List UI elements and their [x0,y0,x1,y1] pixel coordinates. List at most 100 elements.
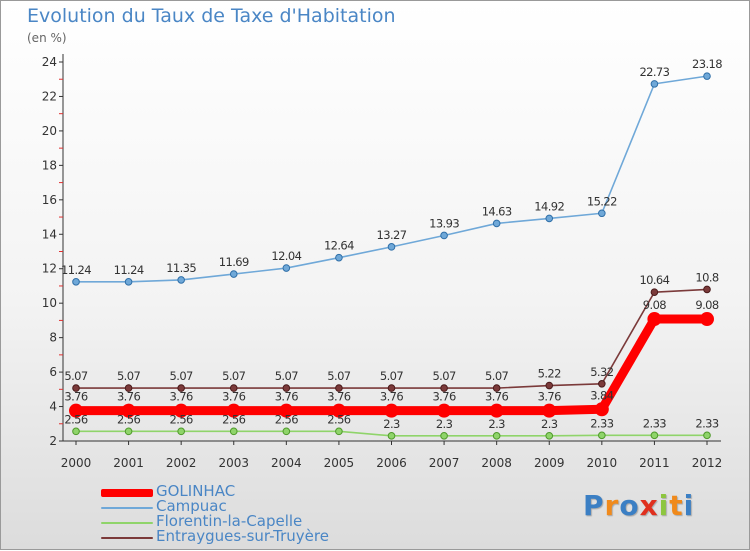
data-point-golinhac [647,312,662,327]
data-point-campuac [282,264,291,272]
data-point-campuac [124,278,133,286]
logo-letter: o [619,489,640,522]
data-label-campuac: 12.64 [324,239,354,253]
legend-swatch [101,521,153,524]
data-point-golinhac [279,403,294,418]
data-label-entraygues-sur-truyere: 10.64 [639,273,669,287]
data-point-campuac [598,209,606,218]
legend-item-florentin-la-capelle: Florentin-la-Capelle [101,514,441,530]
data-point-campuac [492,219,501,228]
data-label-entraygues-sur-truyere: 5.07 [327,369,350,383]
data-label-florentin-la-capelle: 2.56 [170,412,193,426]
data-point-florentin-la-capelle [282,427,291,436]
data-label-campuac: 23.18 [692,57,722,71]
y-tick-label: 24 [42,55,57,69]
data-label-entraygues-sur-truyere: 5.07 [275,369,298,383]
data-label-campuac: 12.04 [271,249,301,263]
data-point-entraygues-sur-truyere [335,384,343,392]
data-label-florentin-la-capelle: 2.33 [695,416,718,430]
data-point-florentin-la-capelle [229,427,238,436]
data-label-entraygues-sur-truyere: 5.07 [222,369,245,383]
data-point-florentin-la-capelle [387,432,396,440]
data-point-florentin-la-capelle [703,431,711,440]
y-tick-label: 18 [42,158,57,172]
data-point-entraygues-sur-truyere [177,384,185,392]
data-point-entraygues-sur-truyere [545,381,554,390]
data-point-golinhac [384,403,399,418]
data-label-entraygues-sur-truyere: 5.07 [117,369,140,383]
data-label-golinhac: 3.76 [380,390,403,404]
y-tick-label: 8 [49,331,57,345]
y-tick-label: 6 [49,365,57,379]
data-point-golinhac [437,403,452,418]
data-label-florentin-la-capelle: 2.3 [488,417,505,431]
proxiti-logo: Proxiti [583,489,694,522]
data-label-golinhac: 3.76 [432,390,455,404]
data-point-campuac [229,270,238,278]
series-layer [69,72,714,440]
x-tick-label: 2006 [376,456,407,470]
data-point-entraygues-sur-truyere [440,384,448,392]
data-point-golinhac [69,403,83,418]
data-point-florentin-la-capelle [440,432,448,440]
data-point-florentin-la-capelle [72,427,80,436]
data-label-campuac: 13.93 [429,216,459,230]
data-point-entraygues-sur-truyere [282,384,291,392]
legend-item-entraygues-sur-truyere: Entraygues-sur-Truyère [101,527,441,545]
data-label-florentin-la-capelle: 2.56 [117,412,140,426]
data-label-florentin-la-capelle: 2.33 [590,416,613,430]
data-label-florentin-la-capelle: 2.3 [383,417,400,431]
x-tick-label: 2002 [166,456,197,470]
y-tick-label: 22 [42,89,57,103]
logo-letter: r [604,489,620,522]
legend-item-campuac: Campuac [101,499,441,515]
x-tick-label: 2000 [61,456,92,470]
x-tick-label: 2011 [639,456,670,470]
data-point-entraygues-sur-truyere [229,384,238,392]
data-point-entraygues-sur-truyere [703,285,711,294]
data-label-campuac: 11.69 [219,255,249,269]
data-point-golinhac [226,403,241,418]
legend-swatch [101,506,153,509]
x-tick-label: 2009 [534,456,565,470]
data-point-entraygues-sur-truyere [72,384,80,392]
data-point-campuac [650,80,659,88]
data-label-campuac: 14.92 [534,199,564,213]
logo-letter: x [639,489,659,522]
data-point-golinhac [594,402,609,417]
series-line-campuac [75,75,708,283]
data-point-florentin-la-capelle [650,431,659,440]
legend-swatch [101,536,153,539]
legend-item-golinhac: GOLINHAC [101,482,441,500]
data-label-campuac: 13.27 [377,228,407,242]
data-point-entraygues-sur-truyere [492,384,501,392]
legend: GOLINHAC Campuac Florentin-la-Capelle Entra… [101,482,441,545]
logo-letter: i [683,489,695,522]
data-label-golinhac: 3.76 [485,390,508,404]
logo-letter: i [658,489,670,522]
data-label-florentin-la-capelle: 2.56 [275,412,298,426]
data-label-golinhac: 3.84 [590,388,613,402]
legend-swatch [101,488,153,497]
data-point-entraygues-sur-truyere [650,288,659,296]
data-label-golinhac: 9.08 [695,298,718,312]
legend-label: Entraygues-sur-Truyère [156,527,329,545]
data-label-entraygues-sur-truyere: 10.8 [695,270,718,284]
data-point-campuac [545,214,554,223]
data-label-entraygues-sur-truyere: 5.07 [485,369,508,383]
y-tick-label: 20 [42,124,57,138]
data-point-campuac [335,253,343,262]
y-tick-label: 2 [49,434,57,448]
data-point-entraygues-sur-truyere [124,384,133,392]
data-point-florentin-la-capelle [177,427,185,436]
data-point-campuac [703,72,711,80]
x-tick-label: 2012 [692,456,723,470]
data-label-florentin-la-capelle: 2.56 [222,412,245,426]
legend-label: GOLINHAC [156,482,236,500]
x-tick-label: 2003 [218,456,249,470]
data-label-golinhac: 3.76 [327,390,350,404]
x-tick-label: 2010 [587,456,618,470]
y-tick-label: 4 [49,400,57,414]
